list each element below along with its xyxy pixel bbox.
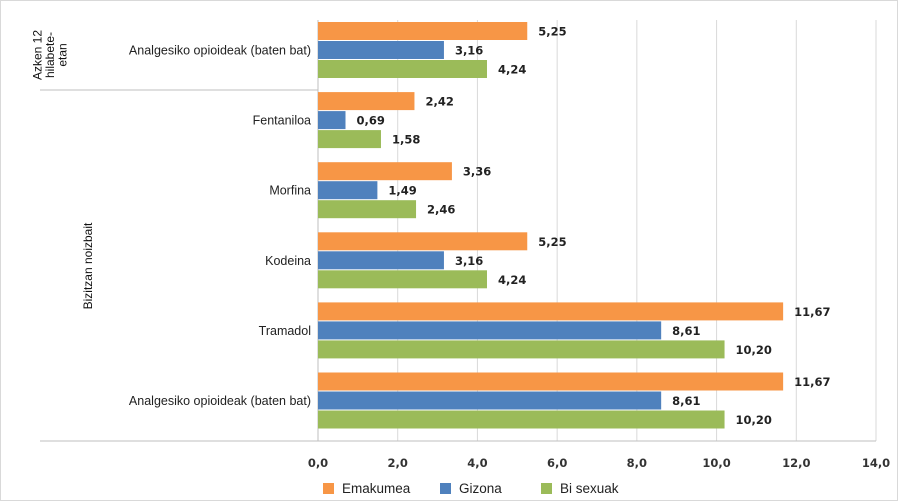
data-label: 10,20: [736, 413, 772, 427]
bar-emakumea: [318, 92, 415, 111]
data-label: 0,69: [357, 114, 385, 128]
data-label: 5,25: [538, 235, 566, 249]
group-label-lifetime: Bizitzan noizbait: [81, 222, 95, 309]
x-tick-label: 6,0: [547, 456, 567, 470]
group-label-line: Azken 12: [31, 30, 45, 80]
legend-label: Emakumea: [342, 481, 411, 496]
data-label: 2,46: [427, 203, 455, 217]
data-label: 11,67: [794, 375, 830, 389]
group-label-line: hilabete-: [43, 32, 57, 78]
x-tick-label: 14,0: [862, 456, 890, 470]
data-label: 8,61: [672, 324, 700, 338]
bar-emakumea: [318, 232, 528, 251]
legend-label: Bi sexuak: [560, 481, 619, 496]
x-tick-label: 4,0: [467, 456, 487, 470]
legend-label: Gizona: [459, 481, 502, 496]
bar-emakumea: [318, 162, 452, 181]
data-label: 3,36: [463, 165, 491, 179]
bar-emakumea: [318, 302, 784, 321]
bar-gizona: [318, 251, 444, 270]
bar-emakumea: [318, 22, 528, 40]
category-label: Tramadol: [259, 324, 311, 338]
category-label: Morfina: [269, 184, 311, 198]
data-label: 3,16: [455, 254, 483, 268]
legend-swatch: [323, 483, 334, 494]
bar-bi-sexuak: [318, 130, 381, 149]
x-tick-label: 12,0: [782, 456, 810, 470]
data-label: 3,16: [455, 44, 483, 58]
bar-gizona: [318, 41, 444, 59]
x-tick-label: 10,0: [702, 456, 730, 470]
bar-bi-sexuak: [318, 60, 487, 78]
data-label: 8,61: [672, 394, 700, 408]
data-label: 10,20: [736, 343, 772, 357]
bar-gizona: [318, 181, 378, 200]
category-label: Analgesiko opioideak (baten bat): [129, 394, 311, 408]
group-label-last-12-months: Azken 12hilabete-etan: [31, 30, 70, 80]
legend-swatch: [541, 483, 552, 494]
bar-gizona: [318, 321, 662, 340]
bar-bi-sexuak: [318, 340, 725, 359]
data-label: 4,24: [498, 273, 526, 287]
category-label: Analgesiko opioideak (baten bat): [129, 44, 311, 58]
bar-bi-sexuak: [318, 270, 487, 289]
x-tick-label: 8,0: [627, 456, 647, 470]
data-label: 5,25: [538, 25, 566, 39]
bar-gizona: [318, 391, 662, 410]
bar-bi-sexuak: [318, 200, 417, 219]
bar-emakumea: [318, 372, 784, 391]
group-label-line: etan: [56, 43, 70, 66]
category-label: Kodeina: [265, 254, 311, 268]
data-label: 1,49: [388, 184, 416, 198]
legend-swatch: [440, 483, 451, 494]
category-label: Fentaniloa: [253, 114, 311, 128]
bar-gizona: [318, 111, 346, 130]
data-label: 11,67: [794, 305, 830, 319]
x-tick-label: 2,0: [388, 456, 408, 470]
x-tick-label: 0,0: [308, 456, 328, 470]
bar-bi-sexuak: [318, 410, 725, 429]
data-label: 2,42: [425, 95, 453, 109]
data-label: 4,24: [498, 63, 526, 77]
data-label: 1,58: [392, 133, 420, 147]
